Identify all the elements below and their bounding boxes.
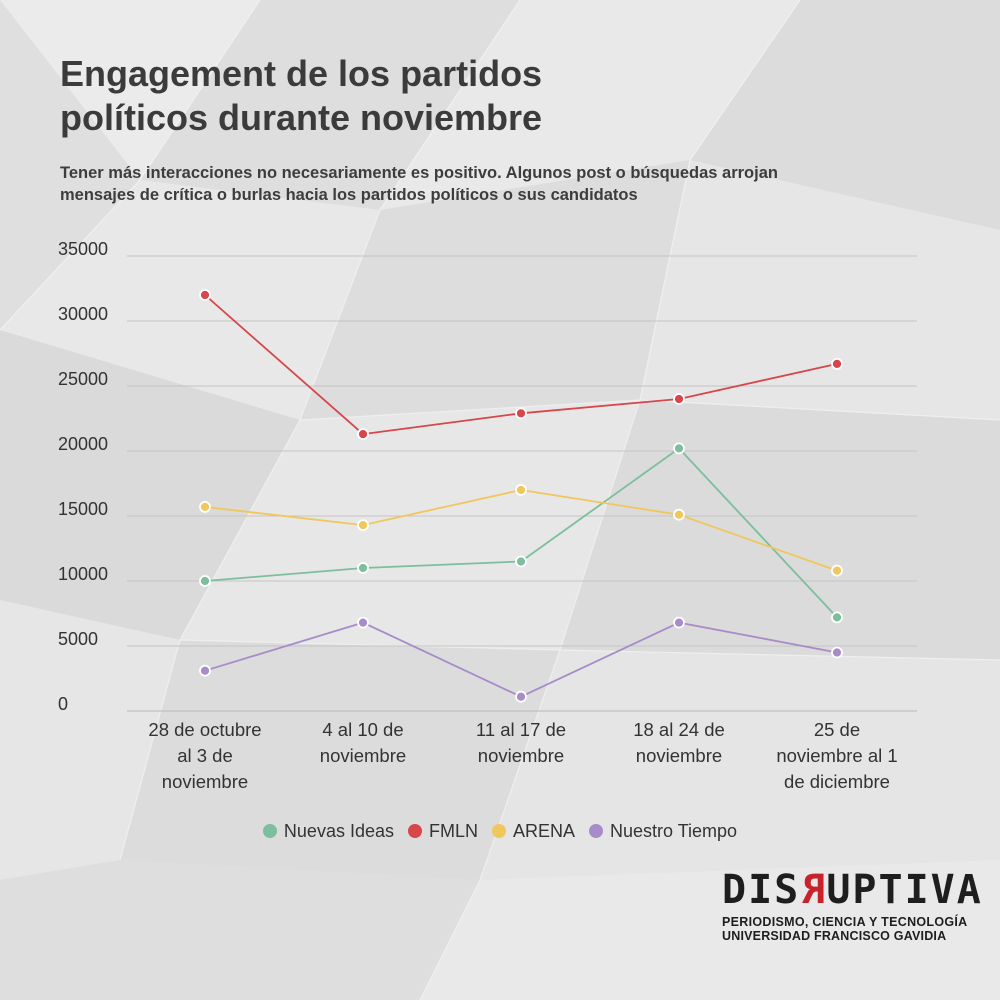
logo-wordmark: DISRUPTIVA <box>722 867 981 913</box>
chart-subtitle: Tener más interacciones no necesariament… <box>60 162 940 206</box>
x-tick-label: 4 al 10 de <box>322 719 403 740</box>
data-point <box>357 519 369 531</box>
data-point <box>515 690 527 703</box>
x-tick-label: 28 de octubre <box>148 719 261 740</box>
data-point <box>199 289 211 301</box>
legend-swatch <box>408 824 422 838</box>
y-tick-label: 5000 <box>58 629 98 649</box>
data-point <box>831 646 843 659</box>
data-point <box>357 616 369 629</box>
y-tick-label: 10000 <box>58 564 108 584</box>
data-point <box>673 393 685 405</box>
series-line <box>204 447 838 619</box>
data-point <box>673 616 685 629</box>
x-tick-label: 25 de <box>814 719 860 740</box>
y-tick-label: 30000 <box>58 304 108 324</box>
x-tick-label: al 3 de <box>177 745 233 766</box>
data-point <box>515 484 527 496</box>
data-point <box>515 407 527 420</box>
y-tick-label: 35000 <box>58 239 108 259</box>
data-point <box>357 562 369 574</box>
x-tick-label: noviembre <box>320 745 406 766</box>
data-point <box>673 442 685 455</box>
data-point <box>357 428 369 441</box>
x-tick-label: noviembre <box>162 771 248 792</box>
data-point <box>831 611 843 624</box>
y-tick-label: 0 <box>58 694 68 714</box>
legend-swatch <box>262 824 277 838</box>
legend-item: ARENA <box>492 821 575 842</box>
legend-label: ARENA <box>513 820 576 841</box>
y-tick-label: 20000 <box>58 434 108 454</box>
legend-label: FMLN <box>429 820 478 841</box>
legend-swatch <box>589 824 604 838</box>
data-point <box>199 500 211 513</box>
chart-title: Engagement de los partidos políticos dur… <box>60 52 680 140</box>
legend-item: Nuevas Ideas <box>262 820 394 842</box>
x-tick-label: noviembre <box>478 745 564 766</box>
data-point <box>199 575 211 587</box>
logo-university: UNIVERSIDAD FRANCISCO GAVIDIA <box>722 929 947 943</box>
chart-subtitle-line: mensajes de crítica o burlas hacia los p… <box>60 186 638 204</box>
legend-item: FMLN <box>408 821 478 842</box>
legend-item: Nuestro Tiempo <box>589 821 737 842</box>
data-point <box>831 564 843 577</box>
data-point <box>199 664 211 677</box>
chart-legend: Nuevas Ideas FMLN ARENA Nuestro Tiempo <box>0 818 1000 844</box>
legend-label: Nuestro Tiempo <box>610 820 738 841</box>
x-tick-label: 11 al 17 de <box>476 719 566 740</box>
chart-title-line: Engagement de los partidos <box>60 53 543 94</box>
series-line <box>204 621 838 698</box>
disruptiva-logo: DISRUPTIVA PERIODISMO, CIENCIA Y TECNOLO… <box>722 867 981 943</box>
logo-word-part: DIS <box>722 867 801 913</box>
chart-subtitle-line: Tener más interacciones no necesariament… <box>60 164 778 182</box>
data-point <box>831 357 843 370</box>
legend-swatch <box>492 824 506 838</box>
chart-title-line: políticos durante noviembre <box>60 97 543 138</box>
x-tick-label: de diciembre <box>784 771 890 792</box>
x-tick-label: noviembre al 1 <box>776 745 897 766</box>
x-tick-label: 18 al 24 de <box>633 719 725 740</box>
data-point <box>515 555 527 568</box>
logo-word-part: UPTIVA <box>826 867 983 913</box>
line-chart: 0 5000 10000 15000 20000 25000 30000 35000 28 de… <box>58 239 917 792</box>
data-point <box>673 508 685 521</box>
y-tick-label: 15000 <box>58 499 108 519</box>
x-tick-label: noviembre <box>636 745 722 766</box>
y-tick-label: 25000 <box>58 369 108 389</box>
logo-tagline: PERIODISMO, CIENCIA Y TECNOLOGÍA <box>722 915 968 929</box>
legend-label: Nuevas Ideas <box>283 820 394 841</box>
logo-flipped-letter: R <box>800 867 827 913</box>
